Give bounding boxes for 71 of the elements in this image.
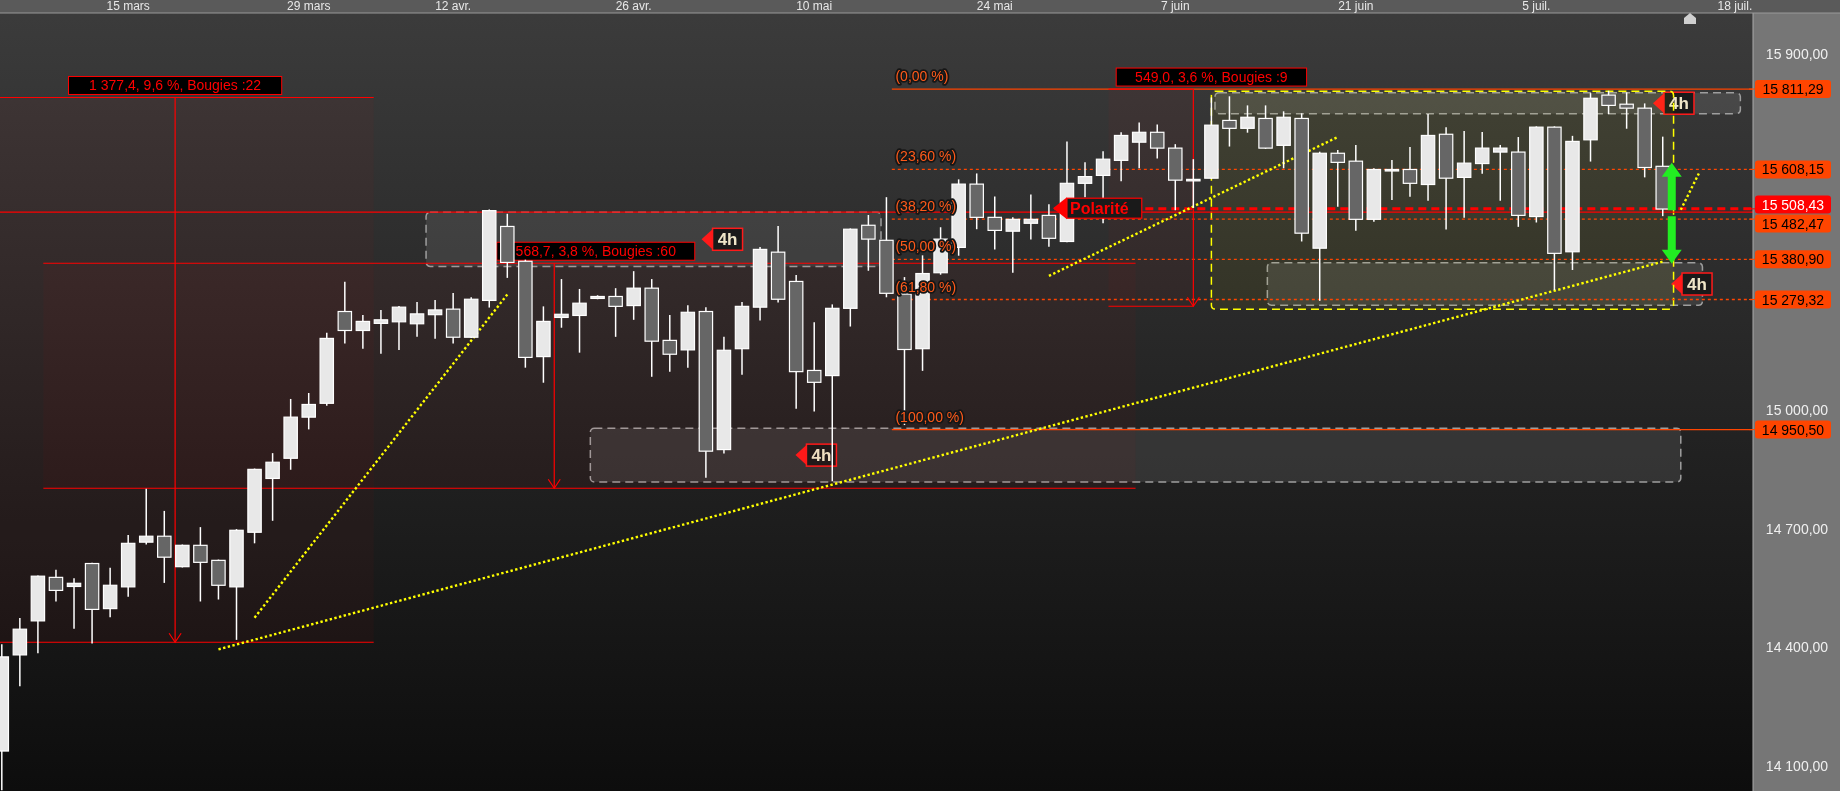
x-tick-label: 26 avr. [615, 0, 652, 13]
candlestick [1005, 216, 1021, 274]
ref-line-label: 14 950,50 [1761, 421, 1825, 438]
ref-line-label: 15 482,47 [1761, 215, 1825, 232]
x-tick-label: 5 juil. [1522, 0, 1551, 13]
y-tick-label: 15 900,00 [1765, 45, 1829, 62]
candlestick [806, 321, 822, 413]
ref-line-label: 15 811,29 [1762, 81, 1824, 98]
candlestick [301, 392, 316, 431]
candlestick [1222, 95, 1237, 148]
ref-line-label: Polarité [1069, 200, 1129, 218]
y-tick-label: 14 400,00 [1765, 639, 1829, 656]
candlestick [1330, 149, 1346, 208]
candlestick [626, 270, 641, 321]
ref-line-label: 15 508,43 [1761, 196, 1825, 213]
candlestick [409, 301, 425, 338]
band-label: 4h [717, 230, 738, 250]
candlestick [157, 510, 172, 584]
candlestick [1149, 123, 1165, 160]
candlestick [373, 309, 389, 355]
candlestick [1041, 203, 1057, 248]
candlestick [1474, 131, 1490, 175]
band-label: 549,0, 3,6 %, Bougies :9 [1135, 69, 1288, 86]
x-tick-label: 7 juin [1160, 0, 1190, 13]
candlestick [265, 452, 280, 522]
x-tick-label: 10 mai [796, 0, 833, 13]
band-label: 4h [1669, 94, 1689, 114]
annotation: (23,60 %) [895, 148, 957, 165]
candlestick [1402, 146, 1418, 198]
x-tick-label: 29 mars [287, 0, 331, 13]
candlestick [193, 526, 208, 603]
candlestick [355, 314, 371, 350]
candlestick [1023, 193, 1039, 241]
band-label: 568,7, 3,8 %, Bougies :60 [515, 243, 677, 260]
x-tick-label: 12 avr. [435, 0, 472, 13]
band-label: 1 377,4, 9,6 %, Bougies :22 [89, 77, 262, 94]
x-tick-label: 24 mai [976, 0, 1013, 13]
candlestick [1384, 159, 1400, 201]
candlestick [102, 567, 118, 619]
candlestick [138, 488, 154, 546]
candlestick [608, 287, 623, 338]
candlestick [1456, 130, 1472, 219]
candlestick [662, 314, 678, 373]
candlestick [987, 195, 1003, 251]
ref-line-label: 15 279,32 [1761, 291, 1825, 308]
band-label: 4h [811, 446, 832, 466]
ref-line-label: 15 608,15 [1761, 161, 1825, 178]
candlestick [391, 305, 407, 351]
annotation: (0,00 %) [895, 68, 949, 85]
ref-line-label: 15 380,90 [1761, 251, 1825, 268]
candlestick [1601, 90, 1616, 115]
y-tick-label: 14 100,00 [1765, 758, 1829, 775]
y-tick-label: 14 700,00 [1765, 520, 1829, 537]
candlestick [1077, 161, 1093, 198]
candlestick [48, 569, 64, 603]
x-tick-label: 15 mars [106, 0, 150, 13]
candlestick [572, 288, 587, 354]
candlestick [554, 278, 569, 329]
candlestick [337, 281, 353, 345]
candlestick [1186, 158, 1201, 209]
x-tick-label: 18 juil. [1717, 0, 1753, 13]
candlestick [1619, 91, 1634, 130]
candlestick [861, 214, 876, 272]
band-label: 4h [1687, 275, 1707, 295]
candlestick [427, 299, 443, 340]
candlestick [1131, 121, 1147, 170]
y-tick-label: 15 000,00 [1765, 402, 1829, 419]
candlestick [1492, 144, 1508, 202]
candlestick [66, 577, 82, 630]
candlestick [1240, 104, 1255, 134]
x-tick-label: 21 juin [1338, 0, 1374, 13]
